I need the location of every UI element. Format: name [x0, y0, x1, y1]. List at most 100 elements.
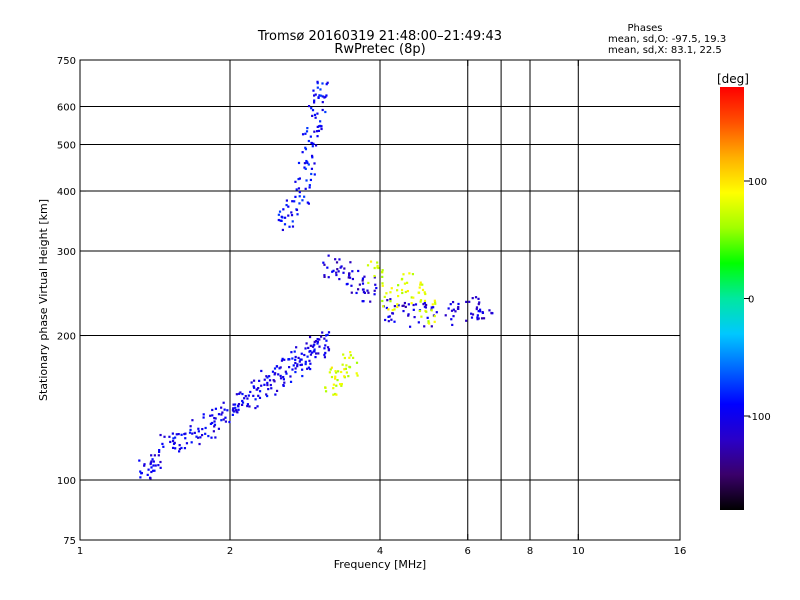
x-tick-label: 4 [377, 546, 383, 557]
data-point [369, 300, 372, 303]
data-point [153, 469, 156, 472]
data-point [350, 284, 353, 287]
data-point [431, 303, 434, 306]
data-point [322, 261, 325, 264]
data-point [152, 460, 155, 463]
data-point [418, 309, 421, 313]
data-point [297, 187, 301, 190]
data-point [334, 370, 337, 373]
data-point [171, 446, 175, 450]
data-point [306, 201, 309, 204]
data-point [234, 403, 237, 406]
data-point [241, 403, 244, 407]
data-point [290, 351, 293, 354]
data-point [433, 314, 436, 318]
data-point [254, 406, 257, 410]
data-point [154, 464, 157, 467]
data-point [373, 274, 376, 278]
data-point [351, 277, 355, 281]
data-point [237, 402, 241, 406]
data-point [450, 309, 454, 312]
data-point [201, 427, 204, 431]
data-point [196, 436, 200, 439]
data-point [283, 358, 286, 361]
data-point [369, 260, 373, 263]
data-point [309, 178, 313, 182]
data-point [311, 351, 314, 354]
data-point [316, 125, 319, 128]
data-point [316, 337, 319, 341]
data-point [412, 303, 415, 307]
data-point [304, 347, 307, 350]
data-point [321, 108, 324, 112]
data-point [209, 414, 212, 417]
data-point [361, 300, 364, 303]
data-point [195, 435, 198, 438]
data-point [476, 314, 479, 317]
y-tick-label: 400 [57, 187, 76, 198]
data-point [326, 333, 329, 336]
data-point [310, 172, 313, 176]
data-point [373, 276, 376, 279]
data-point [211, 414, 214, 417]
data-point [397, 284, 400, 287]
data-point [417, 291, 421, 294]
data-point [478, 301, 481, 304]
data-point [471, 297, 474, 300]
data-point [403, 282, 407, 285]
data-point [313, 340, 316, 343]
data-point [177, 432, 180, 436]
data-point [406, 289, 409, 293]
data-point [287, 358, 290, 361]
data-point [307, 104, 311, 108]
colorbar: [deg] 100 0 -100 [717, 72, 771, 510]
data-point [400, 288, 404, 292]
data-point [157, 464, 160, 467]
data-point [340, 382, 343, 386]
data-point [425, 303, 428, 307]
data-point [220, 406, 223, 409]
data-point [332, 387, 335, 390]
data-point [419, 299, 423, 302]
data-point [301, 374, 304, 378]
data-point [366, 289, 369, 292]
data-point [478, 308, 482, 311]
data-point [193, 431, 196, 434]
data-point [474, 296, 478, 299]
data-point [407, 313, 410, 316]
data-point [185, 442, 189, 445]
data-point [184, 437, 187, 440]
data-point [277, 373, 280, 376]
data-point [146, 473, 149, 476]
data-point [214, 417, 217, 420]
data-point [361, 282, 365, 285]
data-point [451, 323, 454, 327]
y-tick-label: 100 [57, 476, 76, 487]
data-point [303, 166, 306, 169]
data-point [352, 356, 355, 359]
data-point [224, 420, 228, 423]
data-point [389, 291, 392, 294]
data-point [329, 368, 332, 371]
data-point [387, 320, 390, 323]
data-point [381, 284, 384, 287]
data-point [180, 446, 183, 450]
data-point [347, 375, 350, 378]
data-point [298, 360, 301, 363]
data-point [452, 315, 455, 318]
data-point [279, 374, 282, 378]
x-tick-label: 1 [77, 546, 83, 557]
data-point [266, 394, 269, 398]
data-point [294, 367, 297, 370]
data-point [327, 331, 331, 334]
x-tick-label: 2 [227, 546, 233, 557]
data-point [293, 350, 296, 353]
data-point [366, 264, 370, 267]
data-point [243, 397, 246, 400]
data-point [281, 357, 284, 360]
data-point [391, 312, 395, 315]
data-point [174, 447, 177, 450]
data-point [307, 346, 310, 350]
data-point [197, 427, 200, 430]
data-point [171, 432, 174, 435]
